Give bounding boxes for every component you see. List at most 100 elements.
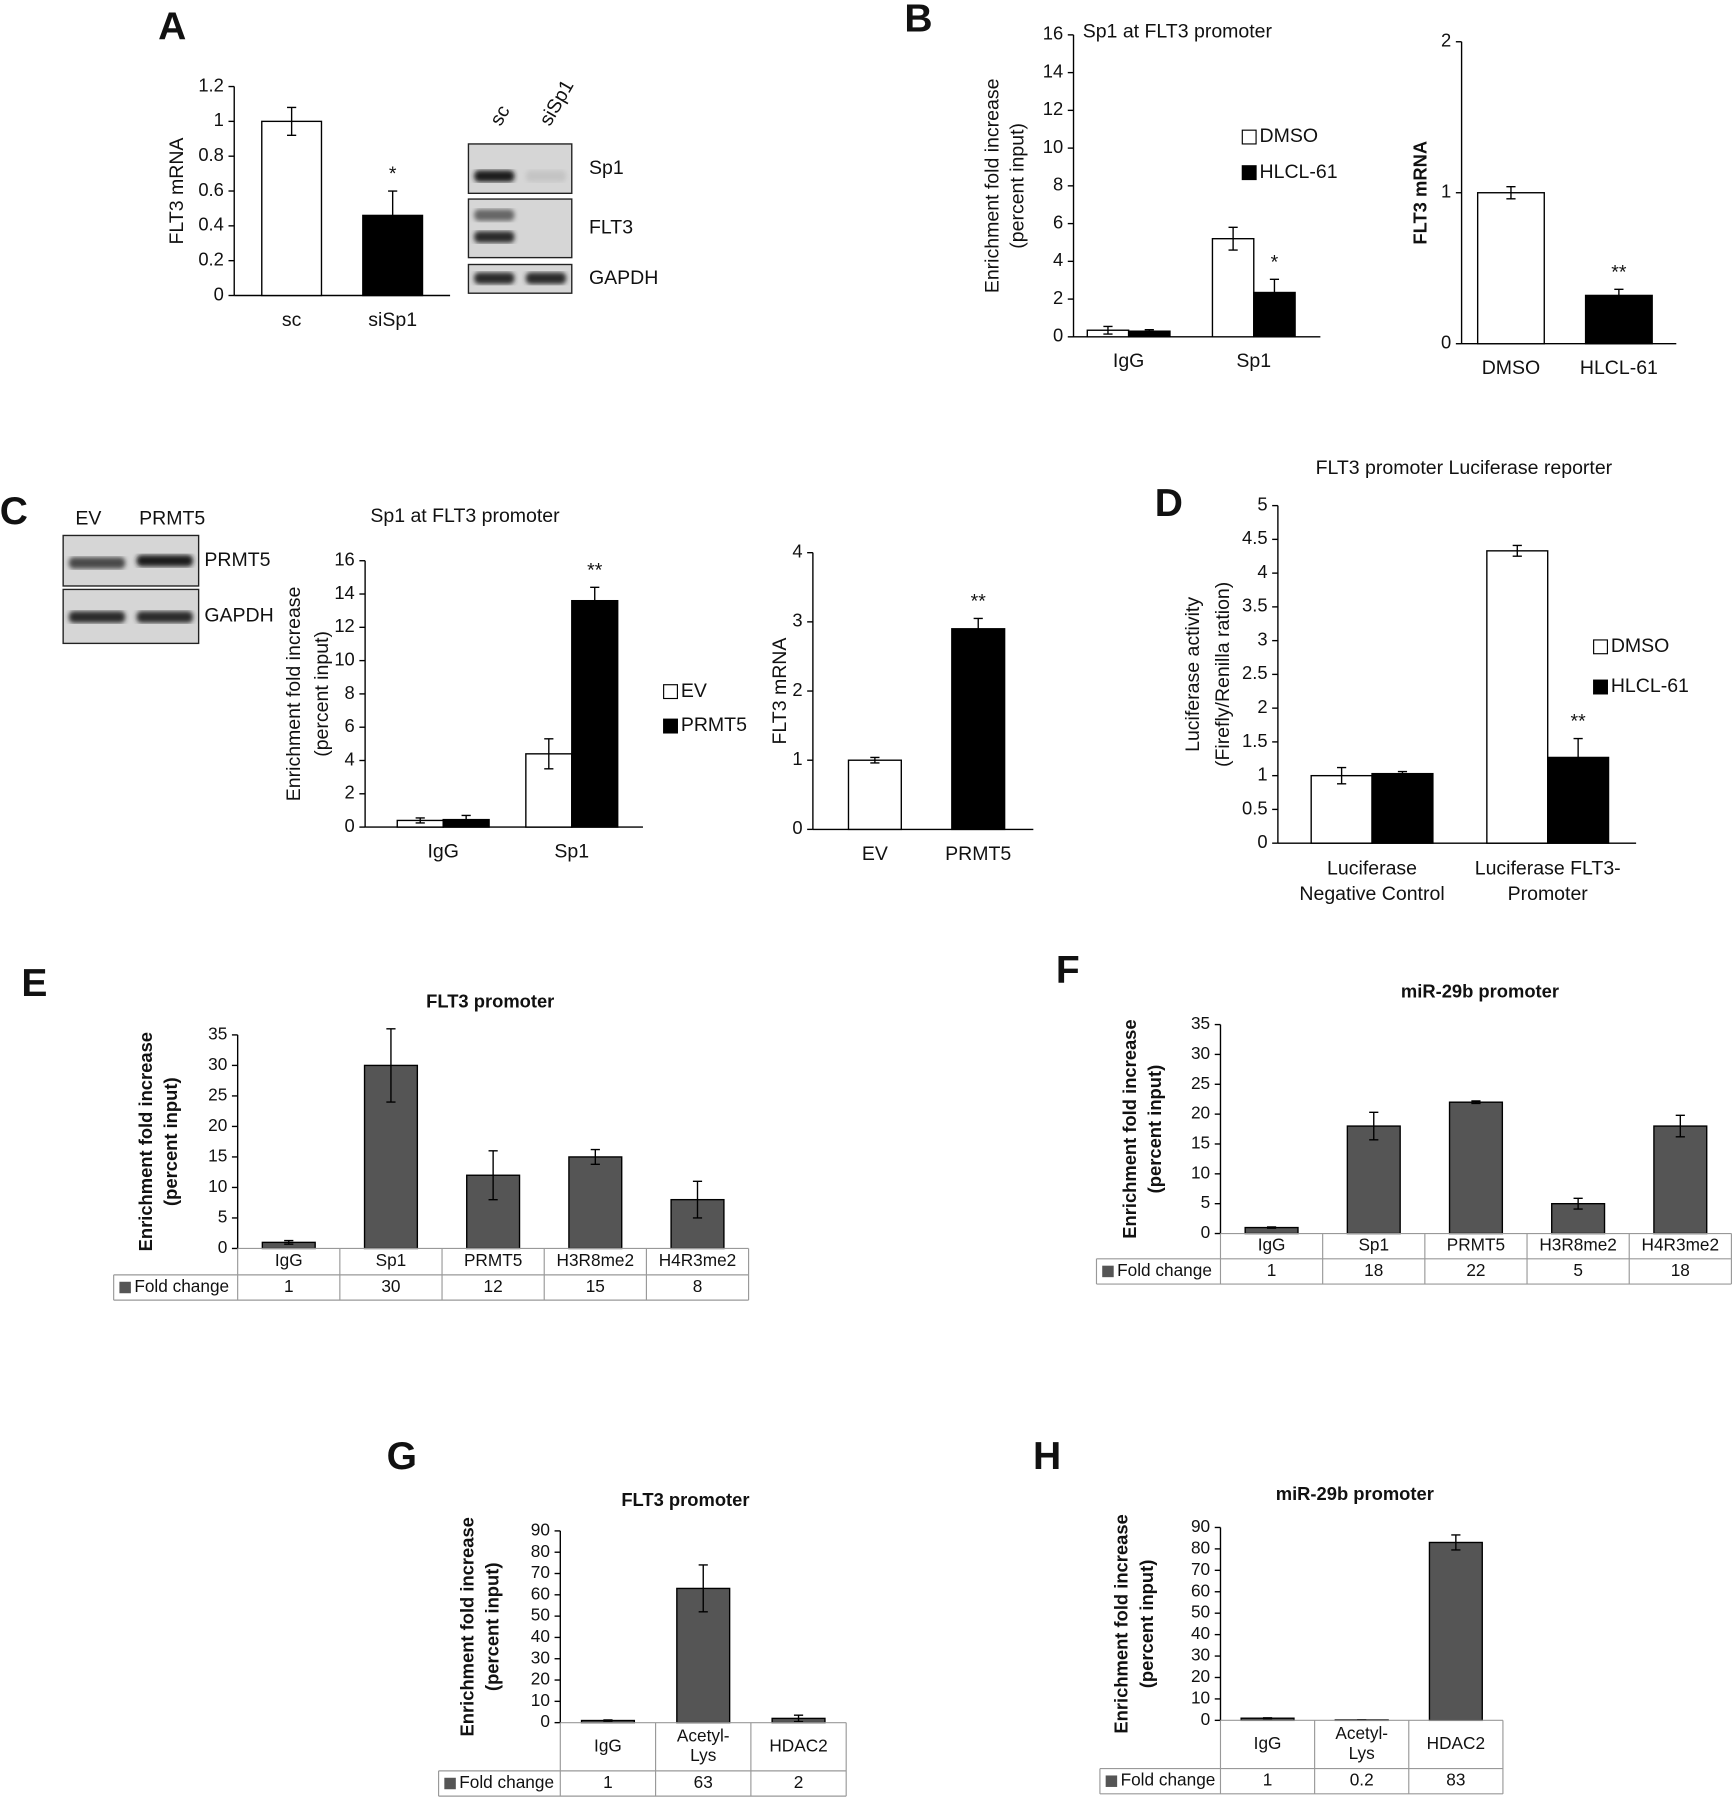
error-bar: [1266, 1226, 1277, 1229]
error-bar: [973, 617, 983, 640]
bar: [847, 759, 902, 831]
y-axis-label: (percent input): [1136, 1560, 1157, 1689]
x-tick-label: IgG: [1254, 1733, 1282, 1753]
x-tick-label: HLCL-61: [1580, 357, 1658, 379]
chart-title: FLT3 promoter Luciferase reporter: [1316, 457, 1613, 479]
y-tick-label: 0.5: [1242, 797, 1268, 818]
legend-label: PRMT5: [681, 714, 747, 736]
y-tick-label: 3: [792, 610, 802, 631]
y-tick-label: 5: [1257, 493, 1267, 514]
x-tick-label: PRMT5: [464, 1250, 522, 1270]
blot-lane-label: PRMT5: [139, 508, 205, 530]
data-table-grid: [438, 1722, 847, 1797]
y-axis-label: FLT3 mRNA: [1409, 141, 1430, 245]
error-bar: [1675, 1114, 1685, 1138]
error-bar: [386, 1028, 396, 1103]
error-bar: [603, 1719, 613, 1722]
data-table-value: 1: [1263, 1770, 1273, 1790]
legend-label: DMSO: [1611, 635, 1670, 657]
error-bar: [1337, 766, 1347, 785]
y-axis-label: Enrichment fold increase: [135, 1032, 156, 1251]
x-tick-label: H4R3me2: [659, 1250, 737, 1270]
y-tick-label: 2.5: [1242, 662, 1268, 683]
x-tick-label: Sp1: [1236, 350, 1271, 372]
x-tick-label: HDAC2: [769, 1735, 827, 1755]
error-bar: [590, 1148, 600, 1165]
y-tick-label: 30: [1191, 1645, 1210, 1665]
y-tick-label: 90: [1191, 1516, 1210, 1536]
y-tick-label: 80: [531, 1541, 550, 1561]
y-tick-label: 6: [1053, 211, 1063, 232]
x-tick-label: DMSO: [1482, 357, 1541, 379]
x-tick-label: IgG: [594, 1735, 622, 1755]
y-tick-label: 20: [531, 1669, 550, 1689]
legend-label: Fold change: [1117, 1260, 1212, 1280]
error-bar: [1471, 1100, 1481, 1105]
legend-swatch: [663, 718, 678, 734]
y-tick-label: 0: [1053, 325, 1063, 346]
y-tick-label: 10: [334, 648, 354, 669]
y-tick-label: 10: [1191, 1162, 1210, 1182]
bar: [568, 1156, 623, 1250]
error-bar: [1512, 544, 1522, 557]
legend-label: Fold change: [134, 1276, 229, 1296]
y-axis-label: Enrichment fold increase: [1119, 1019, 1140, 1238]
data-table-value: 22: [1466, 1260, 1485, 1280]
y-tick-label: 4.5: [1242, 527, 1268, 548]
y-tick-label: 15: [1191, 1133, 1210, 1153]
blot-row-label: GAPDH: [204, 605, 273, 627]
y-tick-label: 30: [1191, 1043, 1210, 1063]
y-tick-label: 8: [345, 682, 355, 703]
y-tick-label: 15: [208, 1145, 227, 1165]
x-tick-label: IgG: [1113, 350, 1144, 372]
y-tick-label: 0: [1441, 332, 1451, 353]
y-tick-label: 0: [218, 1237, 228, 1257]
y-tick-label: 2: [345, 782, 355, 803]
x-tick-label: H3R8me2: [1539, 1235, 1617, 1255]
y-tick-label: 70: [531, 1562, 550, 1582]
blot-band: [136, 554, 193, 567]
y-axis-label: (Firefly/Renilla ration): [1212, 582, 1234, 767]
y-tick-label: 16: [334, 549, 354, 570]
y-tick-label: 35: [208, 1023, 227, 1043]
blot-row-label: FLT3: [589, 216, 633, 238]
y-tick-label: 30: [531, 1647, 550, 1667]
y-axis-label: FLT3 mRNA: [769, 638, 791, 745]
y-axis-label: Luciferase activity: [1182, 597, 1204, 752]
legend-swatch: [1105, 1775, 1118, 1787]
data-table-value: 1: [603, 1772, 613, 1792]
y-tick-label: 3: [1257, 628, 1267, 649]
x-tick-label: Luciferase FLT3-: [1475, 858, 1621, 880]
x-tick-label: Luciferase: [1327, 858, 1417, 880]
data-table-value: 18: [1671, 1260, 1690, 1280]
y-tick-label: 40: [1191, 1623, 1210, 1643]
y-tick-label: 70: [1191, 1559, 1210, 1579]
chart-title: FLT3 promoter: [426, 991, 554, 1012]
x-tick-label: Lys: [690, 1745, 716, 1765]
y-tick-label: 60: [1191, 1580, 1210, 1600]
y-tick-label: 10: [531, 1690, 550, 1710]
y-tick-label: 0: [1201, 1709, 1211, 1729]
y-tick-label: 0: [540, 1711, 550, 1731]
x-tick-label: H4R3me2: [1642, 1235, 1720, 1255]
y-tick-label: 2: [792, 679, 802, 700]
error-bar: [698, 1564, 708, 1613]
legend-swatch: [1102, 1265, 1114, 1278]
x-tick-label: Acetyl-: [677, 1726, 730, 1746]
error-bar: [1573, 737, 1583, 778]
y-tick-label: 0: [792, 817, 802, 838]
y-tick-label: 4: [345, 748, 355, 769]
y-tick-label: 60: [531, 1583, 550, 1603]
data-table-value: 5: [1573, 1260, 1583, 1280]
blot-row-label: GAPDH: [589, 267, 658, 289]
chart-title: Sp1 at FLT3 promoter: [370, 505, 560, 527]
y-tick-label: 20: [1191, 1103, 1210, 1123]
y-tick-label: 2: [1257, 696, 1267, 717]
y-tick-label: 4: [1257, 561, 1267, 582]
y-tick-label: 50: [531, 1605, 550, 1625]
blot-row-label: PRMT5: [204, 549, 270, 571]
y-axis-label: Enrichment fold increase: [456, 1517, 477, 1736]
y-tick-label: 10: [208, 1176, 227, 1196]
y-tick-label: 25: [208, 1084, 227, 1104]
data-table-value: 18: [1364, 1260, 1383, 1280]
